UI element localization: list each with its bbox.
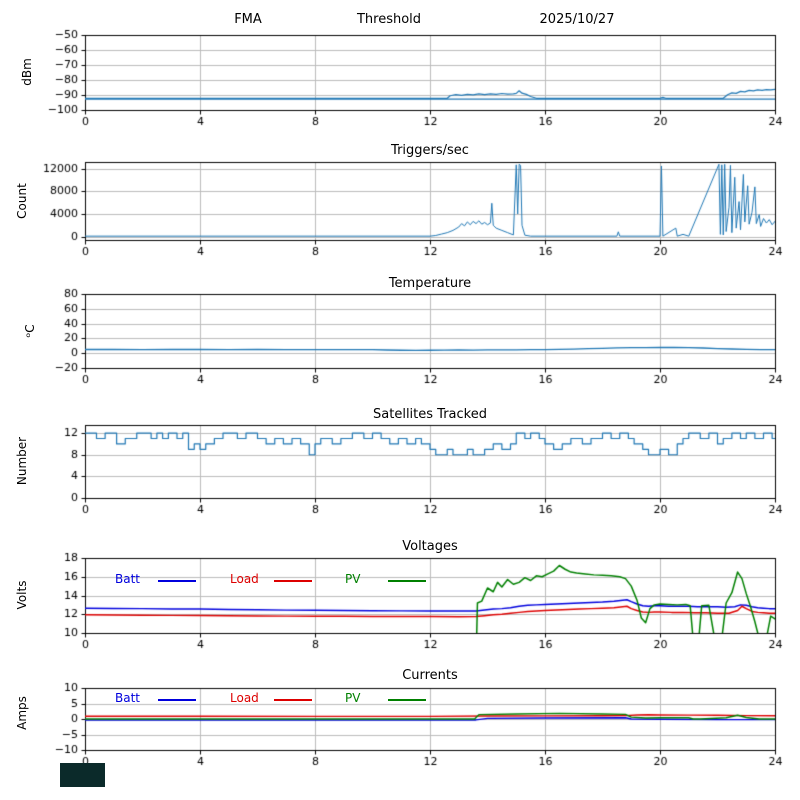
currents-legend-label-load: Load <box>230 691 259 705</box>
currents-legend-label-pv: PV <box>345 691 361 705</box>
voltages-legend-line-load <box>274 580 312 582</box>
ylabel-volts: Volts <box>15 580 29 610</box>
voltages-chart-canvas <box>0 531 800 661</box>
voltages-panel: Voltages Volts Batt Load PV <box>0 531 800 661</box>
temperature-chart-canvas <box>0 265 800 396</box>
voltages-legend-label-load: Load <box>230 572 259 586</box>
satellites-chart-canvas <box>0 396 800 531</box>
currents-chart-canvas <box>0 661 800 800</box>
voltages-legend-line-pv <box>388 580 426 582</box>
voltages-legend-label-batt: Batt <box>115 572 140 586</box>
threshold-panel: FMA Threshold 2025/10/27 dBm <box>0 0 800 133</box>
corner-window-fragment <box>60 763 105 787</box>
currents-legend-label-batt: Batt <box>115 691 140 705</box>
threshold-chart-canvas <box>0 0 800 133</box>
header-date: 2025/10/27 <box>539 12 615 27</box>
triggers-chart-canvas <box>0 133 800 265</box>
voltages-legend-label-pv: PV <box>345 572 361 586</box>
currents-panel: Currents Amps Batt Load PV <box>0 661 800 800</box>
ylabel-amps: Amps <box>15 696 29 730</box>
temperature-panel: Temperature ᵒC <box>0 265 800 396</box>
voltages-legend-line-batt <box>158 580 196 582</box>
chart-title-currents: Currents <box>402 668 458 683</box>
satellites-panel: Satellites Tracked Number <box>0 396 800 531</box>
ylabel-celsius: ᵒC <box>23 324 37 338</box>
chart-title-temperature: Temperature <box>388 276 472 291</box>
chart-title-satellites: Satellites Tracked <box>373 407 487 422</box>
ylabel-number: Number <box>15 436 29 486</box>
currents-legend-line-pv <box>388 699 426 701</box>
chart-title-triggers: Triggers/sec <box>391 143 469 158</box>
ylabel-dbm: dBm <box>20 58 34 86</box>
ylabel-count: Count <box>15 183 29 219</box>
header-station-label: FMA <box>234 12 262 27</box>
currents-legend-line-batt <box>158 699 196 701</box>
triggers-panel: Triggers/sec Count <box>0 133 800 265</box>
currents-legend-line-load <box>274 699 312 701</box>
chart-title-threshold: Threshold <box>356 12 422 27</box>
chart-title-voltages: Voltages <box>402 539 458 554</box>
